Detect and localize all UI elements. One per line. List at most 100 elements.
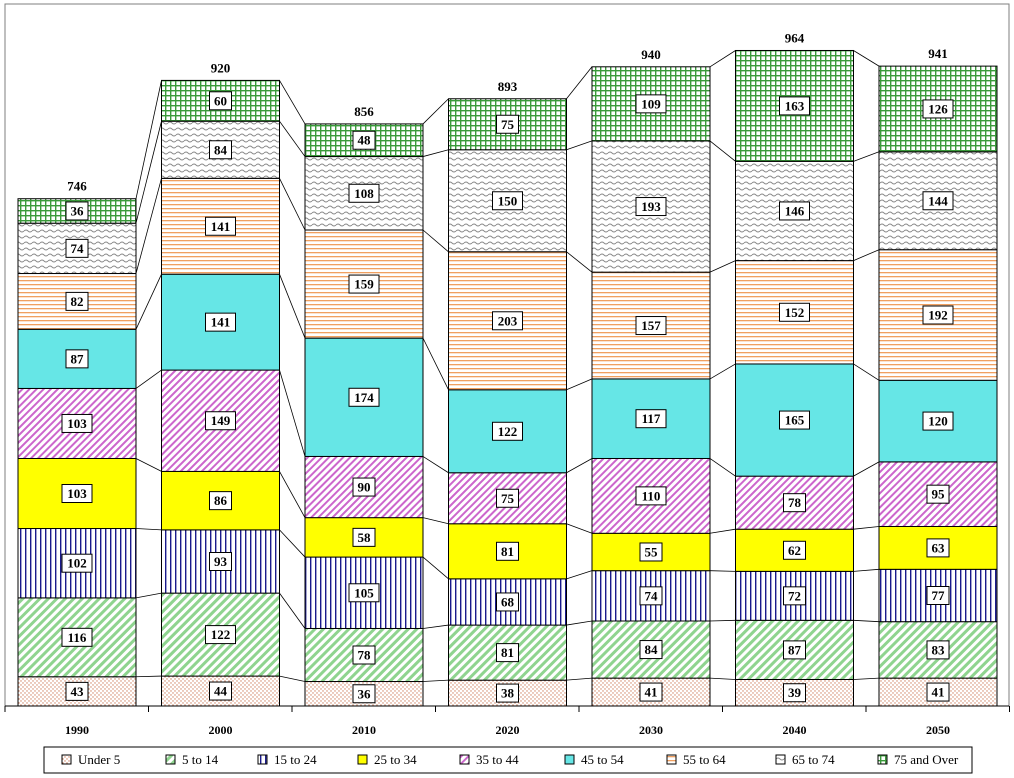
segment-label-box [61,413,93,433]
legend: Under 5 5 to 14 15 to 24 25 to 34 35 to 44 45… [43,746,973,774]
segment-value-label: 74 [71,241,85,256]
connector-line [853,526,880,530]
segment-label-box [205,411,236,431]
bar-segment [161,470,280,531]
segment-label-box [61,553,93,573]
segment-value-label: 117 [642,411,661,426]
total-label: 940 [641,47,661,62]
segment-label-box [496,592,519,612]
segment-label-box [348,183,380,203]
segment-label-box [209,91,232,111]
legend-frame [43,746,973,774]
segment-label-box [779,410,810,430]
segment-value-label: 83 [932,642,946,657]
connector-line [135,178,162,274]
connector-line [709,528,736,534]
connector-line [135,369,162,389]
segment-value-label: 77 [932,588,946,603]
x-axis-ticks: 1990 2000 2010 2020 2030 2040 2050 [4,706,1010,737]
connector-line [135,121,162,224]
connector-line [566,677,593,681]
connector-line [279,675,306,682]
segment-value-label: 72 [788,588,801,603]
x-tick-label: 2010 [352,723,376,737]
segment-value-label: 141 [211,219,231,234]
connector-line [422,337,449,390]
total-labels: 746 920 856 893 940 964 941 [67,30,948,193]
segment-value-label: 86 [214,493,228,508]
segment-value-label: 84 [645,642,659,657]
segment-value-label: 105 [354,585,374,600]
segment-value-label: 116 [68,630,87,645]
connector-line [279,274,306,339]
segment-value-label: 192 [928,308,948,323]
segment-value-label: 44 [214,684,228,699]
segment-value-label: 120 [928,414,948,429]
segment-value-label: 36 [71,203,85,218]
segment-label-box [639,640,663,660]
segment-value-label: 141 [211,315,231,330]
segment-value-label: 103 [67,416,87,431]
segment-value-label: 38 [501,686,515,701]
segment-label-box [65,349,89,369]
segment-label-box [496,643,519,663]
legend-swatch [357,754,368,765]
connector-line [135,592,162,599]
segment-value-label: 87 [788,642,802,657]
segment-value-label: 78 [788,495,802,510]
segment-value-label: 152 [785,305,805,320]
segment-value-label: 126 [928,101,948,116]
segment-label-box [635,197,667,217]
segment-value-label: 165 [785,413,805,428]
total-label: 920 [211,60,231,75]
segment-value-label: 93 [214,554,228,569]
x-tick-label: 2050 [926,723,950,737]
segment-value-label: 81 [501,544,514,559]
segment-value-label: 87 [71,351,85,366]
segment-value-label: 95 [932,487,946,502]
legend-swatch [666,754,677,765]
connector-line [853,619,880,623]
segment-label-box [639,542,663,562]
connector-line [135,80,162,199]
segment-label-box [348,387,380,407]
segment-label-box [922,99,954,119]
segment-value-label: 108 [354,186,374,201]
segment-value-label: 122 [211,627,231,642]
connector-line [422,556,449,580]
segment-value-label: 43 [71,684,85,699]
segment-value-label: 84 [214,142,228,157]
x-tick-label: 2040 [783,723,807,737]
segment-label-box [635,94,667,114]
segment-value-label: 203 [498,313,518,328]
segment-label-box [922,411,954,431]
segment-label-box [779,302,810,322]
segment-value-label: 103 [67,486,87,501]
legend-swatch [61,754,72,765]
segment-label-box [209,681,232,701]
legend-swatch [877,754,888,765]
segment-label-box [639,682,663,702]
segment-label-box [65,681,89,701]
connector-line [566,251,593,273]
connector-line [566,140,593,151]
connector-line [422,624,449,629]
connector-line [279,592,306,629]
legend-label: 5 to 14 [182,752,219,767]
legend-label: 65 to 74 [792,752,835,767]
segment-label-box [65,201,89,221]
connector-line [853,151,880,162]
connector-line [422,679,449,682]
segment-label-box [496,114,519,134]
segment-label-box [348,583,380,603]
legend-swatch [564,754,575,765]
segment-label-box [492,191,523,211]
segment-value-label: 58 [358,530,372,545]
segment-label-box [209,140,232,160]
segment-label-box [352,684,376,704]
connector-line [709,363,736,380]
segment-label-box [926,640,950,660]
connector-line [422,517,449,525]
segment-value-label: 55 [645,544,659,559]
